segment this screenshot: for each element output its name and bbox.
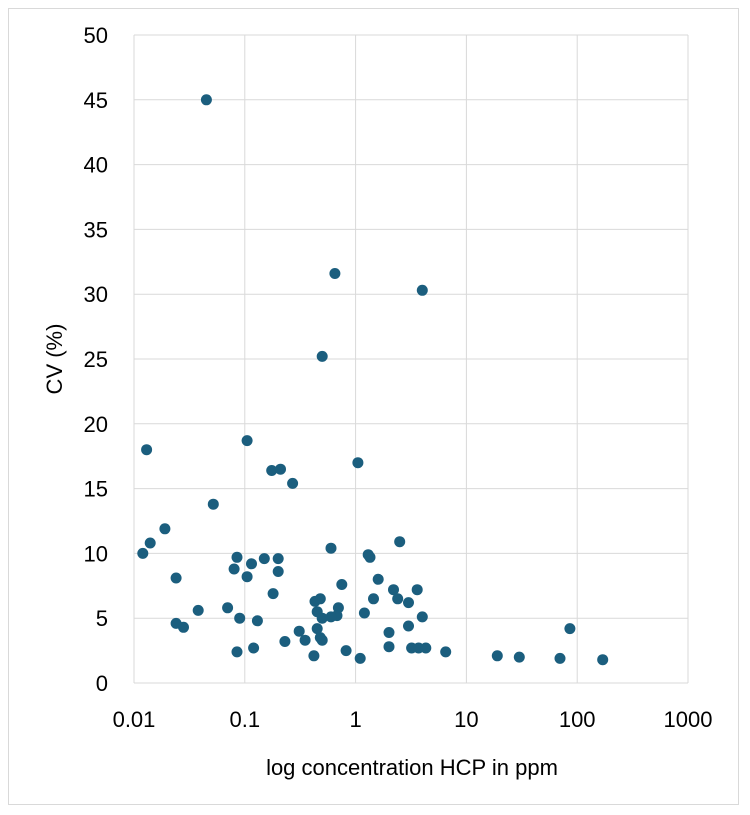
chart-frame <box>8 8 739 805</box>
data-point-42 <box>325 611 337 623</box>
data-point-26 <box>372 573 384 585</box>
data-point-1 <box>329 268 341 279</box>
y-axis-tick-labels: 0 5 10 15 20 25 30 35 40 45 50 <box>84 23 108 696</box>
data-point-54 <box>299 634 311 646</box>
data-point-9 <box>287 477 299 489</box>
data-point-36 <box>222 602 234 614</box>
x-tick-label: 10 <box>454 707 478 732</box>
data-point-22 <box>228 563 240 575</box>
data-point-61 <box>248 642 260 654</box>
data-point-21 <box>246 558 257 570</box>
data-point-48 <box>178 621 189 633</box>
data-point-51 <box>293 625 305 637</box>
data-point-38 <box>192 604 204 616</box>
data-point-57 <box>383 641 395 653</box>
data-point-4 <box>141 444 153 456</box>
y-tick-label: 30 <box>84 282 108 307</box>
data-point-64 <box>440 646 452 658</box>
data-point-29 <box>411 584 423 596</box>
data-point-63 <box>231 646 243 658</box>
data-point-67 <box>491 650 503 662</box>
x-tick-label: 1 <box>349 707 361 732</box>
data-point-62 <box>340 645 352 657</box>
data-point-25 <box>170 572 182 584</box>
data-point-34 <box>309 595 321 607</box>
y-axis-title: CV (%) <box>42 324 67 395</box>
data-point-19 <box>258 553 270 565</box>
data-point-50 <box>311 623 323 635</box>
y-tick-label: 40 <box>84 153 108 178</box>
data-point-40 <box>358 607 370 619</box>
y-tick-label: 20 <box>84 412 108 437</box>
data-point-55 <box>316 634 328 646</box>
x-tick-label: 0.01 <box>113 707 156 732</box>
y-tick-label: 0 <box>96 671 108 696</box>
data-point-52 <box>383 627 395 638</box>
data-points <box>137 94 609 666</box>
data-point-20 <box>272 553 284 565</box>
data-point-43 <box>416 611 428 623</box>
x-axis-title: log concentration HCP in ppm <box>266 755 558 780</box>
y-tick-label: 15 <box>84 477 108 502</box>
data-point-65 <box>308 650 320 662</box>
data-point-31 <box>368 593 379 605</box>
data-point-28 <box>388 584 399 596</box>
x-tick-label: 1000 <box>664 707 713 732</box>
data-point-32 <box>392 593 404 605</box>
data-point-56 <box>279 636 291 647</box>
data-point-12 <box>144 537 156 549</box>
data-point-30 <box>267 588 279 600</box>
x-tick-label: 100 <box>559 707 596 732</box>
data-point-70 <box>564 623 576 635</box>
data-point-71 <box>597 654 609 666</box>
data-point-0 <box>200 94 212 106</box>
x-tick-label: 0.1 <box>230 707 261 732</box>
data-point-3 <box>316 350 328 362</box>
data-point-18 <box>231 551 243 563</box>
y-tick-label: 25 <box>84 347 108 372</box>
data-point-10 <box>207 498 219 510</box>
data-point-27 <box>336 579 348 590</box>
data-point-6 <box>352 457 364 469</box>
data-point-13 <box>137 547 149 559</box>
data-point-46 <box>251 615 263 627</box>
data-point-66 <box>354 652 366 664</box>
data-point-8 <box>275 463 286 475</box>
y-tick-label: 10 <box>84 541 108 566</box>
data-point-44 <box>234 612 246 624</box>
data-point-49 <box>403 620 414 632</box>
gridlines <box>133 34 689 684</box>
x-axis-tick-labels: 0.01 0.1 1 10 100 1000 <box>113 707 713 732</box>
data-point-45 <box>316 612 328 624</box>
y-tick-label: 5 <box>96 606 108 631</box>
data-point-69 <box>554 652 566 664</box>
data-point-5 <box>241 435 253 447</box>
data-point-7 <box>266 465 278 476</box>
data-point-14 <box>394 536 406 548</box>
y-tick-label: 45 <box>84 88 108 113</box>
data-point-23 <box>272 566 284 577</box>
y-tick-label: 50 <box>84 23 108 48</box>
data-point-11 <box>159 523 171 535</box>
data-point-35 <box>403 597 414 609</box>
data-point-24 <box>241 571 253 583</box>
y-tick-label: 35 <box>84 217 108 242</box>
data-point-68 <box>513 651 525 663</box>
data-point-2 <box>416 284 428 296</box>
data-point-17 <box>364 551 376 563</box>
data-point-15 <box>325 542 337 554</box>
data-point-60 <box>420 642 432 654</box>
